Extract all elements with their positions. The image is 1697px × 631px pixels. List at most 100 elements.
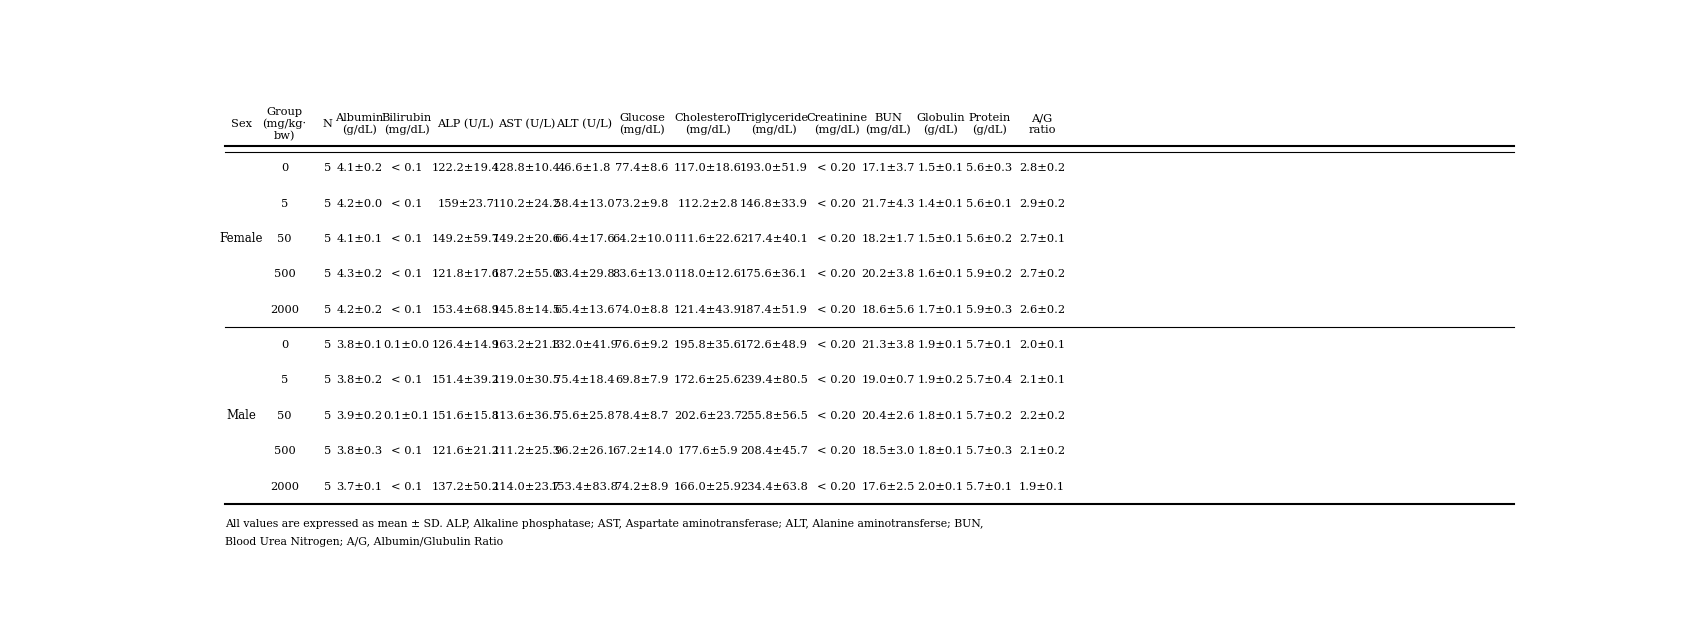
Text: 2.2±0.2: 2.2±0.2 [1018, 411, 1066, 421]
Text: 2000: 2000 [270, 481, 299, 492]
Text: 3.8±0.2: 3.8±0.2 [336, 375, 382, 386]
Text: 5.9±0.2: 5.9±0.2 [966, 269, 1013, 280]
Text: 1.5±0.1: 1.5±0.1 [918, 234, 964, 244]
Text: 239.4±80.5: 239.4±80.5 [740, 375, 808, 386]
Text: 128.8±10.4: 128.8±10.4 [492, 163, 560, 173]
Text: 137.2±50.2: 137.2±50.2 [433, 481, 501, 492]
Text: 65.4±13.6: 65.4±13.6 [553, 305, 614, 315]
Text: 119.0±30.5: 119.0±30.5 [492, 375, 560, 386]
Text: 187.4±51.9: 187.4±51.9 [740, 305, 808, 315]
Text: 172.6±48.9: 172.6±48.9 [740, 340, 808, 350]
Text: < 0.20: < 0.20 [818, 305, 857, 315]
Text: < 0.20: < 0.20 [818, 446, 857, 456]
Text: 177.6±5.9: 177.6±5.9 [677, 446, 738, 456]
Text: 2.8±0.2: 2.8±0.2 [1018, 163, 1066, 173]
Text: 1.8±0.1: 1.8±0.1 [918, 411, 964, 421]
Text: 76.6±9.2: 76.6±9.2 [616, 340, 669, 350]
Text: 77.4±8.6: 77.4±8.6 [616, 163, 669, 173]
Text: 5.6±0.2: 5.6±0.2 [966, 234, 1013, 244]
Text: AST (U/L): AST (U/L) [497, 119, 555, 129]
Text: 3.9±0.2: 3.9±0.2 [336, 411, 382, 421]
Text: 1.7±0.1: 1.7±0.1 [918, 305, 964, 315]
Text: 0: 0 [280, 340, 288, 350]
Text: N: N [322, 119, 333, 129]
Text: 3.8±0.3: 3.8±0.3 [336, 446, 382, 456]
Text: 2.6±0.2: 2.6±0.2 [1018, 305, 1066, 315]
Text: 2.9±0.2: 2.9±0.2 [1018, 199, 1066, 208]
Text: < 0.20: < 0.20 [818, 269, 857, 280]
Text: < 0.20: < 0.20 [818, 411, 857, 421]
Text: 153.4±68.9: 153.4±68.9 [433, 305, 501, 315]
Text: 1.8±0.1: 1.8±0.1 [918, 446, 964, 456]
Text: 17.6±2.5: 17.6±2.5 [862, 481, 915, 492]
Text: 20.2±3.8: 20.2±3.8 [862, 269, 915, 280]
Text: 2.1±0.2: 2.1±0.2 [1018, 446, 1066, 456]
Text: 118.0±12.6: 118.0±12.6 [674, 269, 742, 280]
Text: 78.4±8.7: 78.4±8.7 [616, 411, 669, 421]
Text: 121.6±21.2: 121.6±21.2 [433, 446, 501, 456]
Text: 126.4±14.9: 126.4±14.9 [433, 340, 501, 350]
Text: 5: 5 [324, 234, 331, 244]
Text: 5.7±0.3: 5.7±0.3 [966, 446, 1013, 456]
Text: 0.1±0.0: 0.1±0.0 [384, 340, 429, 350]
Text: < 0.1: < 0.1 [390, 163, 423, 173]
Text: 2.1±0.1: 2.1±0.1 [1018, 375, 1066, 386]
Text: 146.8±33.9: 146.8±33.9 [740, 199, 808, 208]
Text: 5: 5 [280, 199, 288, 208]
Text: 113.6±36.5: 113.6±36.5 [492, 411, 560, 421]
Text: 112.2±2.8: 112.2±2.8 [677, 199, 738, 208]
Text: 21.7±4.3: 21.7±4.3 [862, 199, 915, 208]
Text: 1.6±0.1: 1.6±0.1 [918, 269, 964, 280]
Text: 83.4±29.8: 83.4±29.8 [553, 269, 614, 280]
Text: 5: 5 [324, 163, 331, 173]
Text: Albumin
(g/dL): Albumin (g/dL) [336, 113, 384, 136]
Text: 5.6±0.1: 5.6±0.1 [966, 199, 1013, 208]
Text: < 0.20: < 0.20 [818, 199, 857, 208]
Text: < 0.20: < 0.20 [818, 163, 857, 173]
Text: 1.9±0.2: 1.9±0.2 [918, 375, 964, 386]
Text: 4.2±0.2: 4.2±0.2 [336, 305, 382, 315]
Text: 18.5±3.0: 18.5±3.0 [862, 446, 915, 456]
Text: 75.6±25.8: 75.6±25.8 [553, 411, 614, 421]
Text: 1.9±0.1: 1.9±0.1 [1018, 481, 1066, 492]
Text: 5: 5 [324, 340, 331, 350]
Text: 5.6±0.3: 5.6±0.3 [966, 163, 1013, 173]
Text: 202.6±23.7: 202.6±23.7 [674, 411, 742, 421]
Text: 500: 500 [273, 269, 295, 280]
Text: 4.1±0.2: 4.1±0.2 [336, 163, 382, 173]
Text: Globulin
(g/dL): Globulin (g/dL) [916, 113, 966, 136]
Text: 195.8±35.6: 195.8±35.6 [674, 340, 742, 350]
Text: ALP (U/L): ALP (U/L) [438, 119, 494, 129]
Text: 187.2±55.0: 187.2±55.0 [492, 269, 560, 280]
Text: 5.7±0.1: 5.7±0.1 [966, 481, 1013, 492]
Text: 500: 500 [273, 446, 295, 456]
Text: 46.6±1.8: 46.6±1.8 [558, 163, 611, 173]
Text: 20.4±2.6: 20.4±2.6 [862, 411, 915, 421]
Text: Group
(mg/kg·
bw): Group (mg/kg· bw) [263, 107, 307, 141]
Text: < 0.20: < 0.20 [818, 340, 857, 350]
Text: 193.0±51.9: 193.0±51.9 [740, 163, 808, 173]
Text: 17.1±3.7: 17.1±3.7 [862, 163, 915, 173]
Text: 2.7±0.1: 2.7±0.1 [1018, 234, 1066, 244]
Text: 1.5±0.1: 1.5±0.1 [918, 163, 964, 173]
Text: 132.0±41.9: 132.0±41.9 [550, 340, 618, 350]
Text: 0: 0 [280, 163, 288, 173]
Text: All values are expressed as mean ± SD. ALP, Alkaline phosphatase; AST, Aspartate: All values are expressed as mean ± SD. A… [226, 519, 984, 529]
Text: 5.7±0.4: 5.7±0.4 [966, 375, 1013, 386]
Text: 114.0±23.7: 114.0±23.7 [492, 481, 560, 492]
Text: A/G
ratio: A/G ratio [1028, 114, 1056, 135]
Text: 74.2±8.9: 74.2±8.9 [616, 481, 669, 492]
Text: 19.0±0.7: 19.0±0.7 [862, 375, 915, 386]
Text: 64.2±10.0: 64.2±10.0 [613, 234, 672, 244]
Text: 96.2±26.1: 96.2±26.1 [553, 446, 614, 456]
Text: Male: Male [226, 410, 256, 422]
Text: 110.2±24.2: 110.2±24.2 [492, 199, 560, 208]
Text: 149.2±59.7: 149.2±59.7 [433, 234, 501, 244]
Text: 5: 5 [324, 481, 331, 492]
Text: 166.0±25.9: 166.0±25.9 [674, 481, 742, 492]
Text: 5: 5 [324, 446, 331, 456]
Text: 4.2±0.0: 4.2±0.0 [336, 199, 382, 208]
Text: 122.2±19.4: 122.2±19.4 [433, 163, 501, 173]
Text: < 0.1: < 0.1 [390, 446, 423, 456]
Text: 175.6±36.1: 175.6±36.1 [740, 269, 808, 280]
